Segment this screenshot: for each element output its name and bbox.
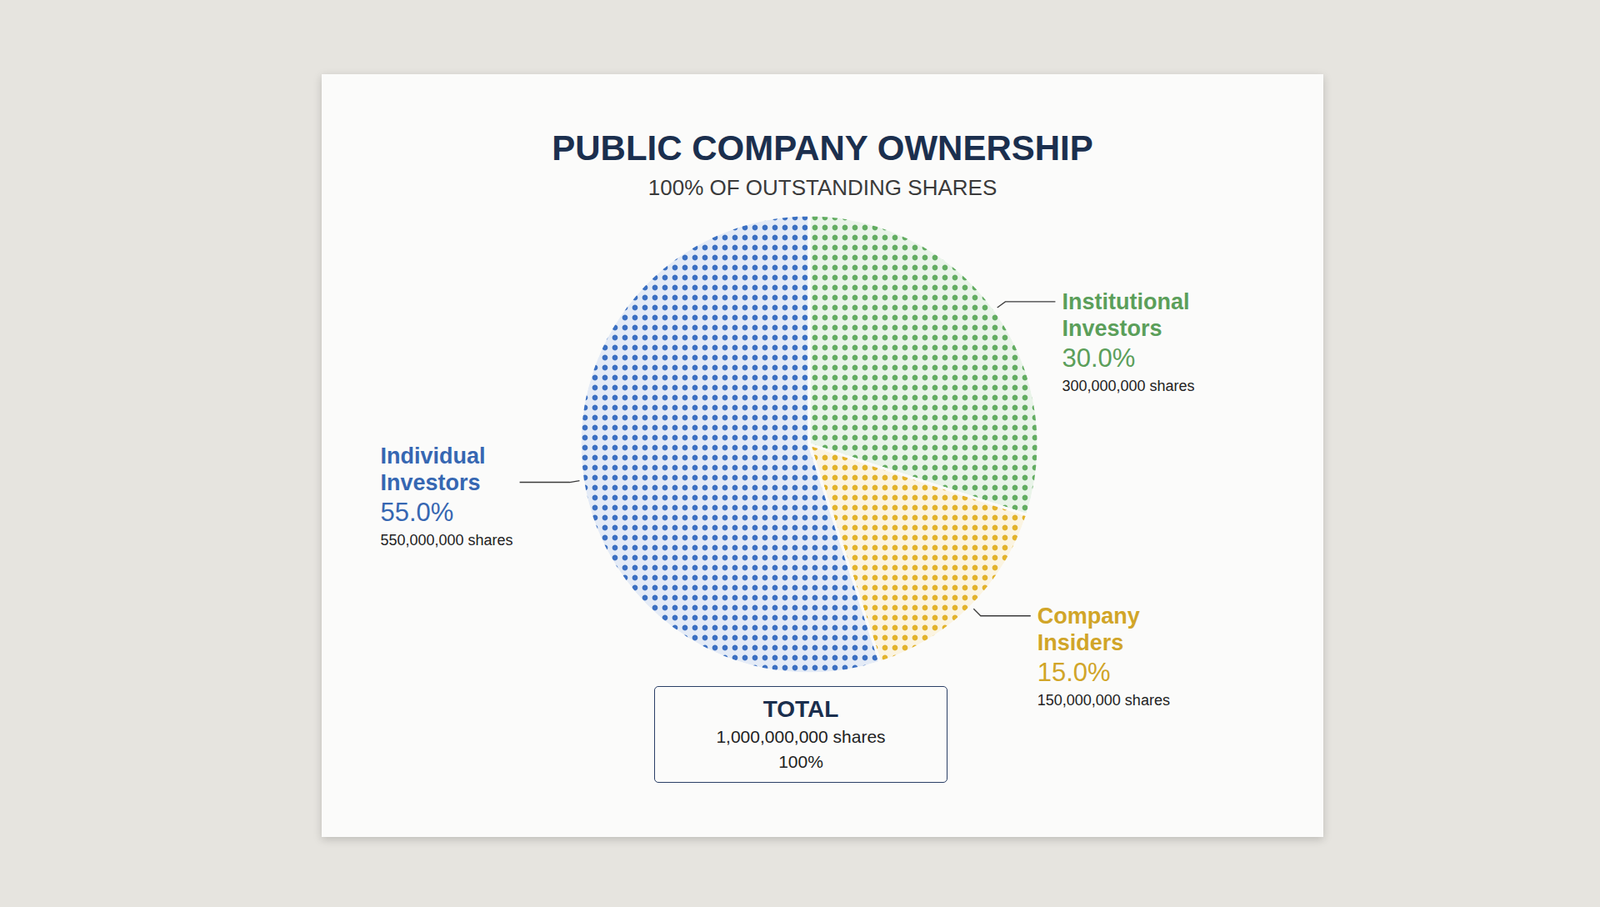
svg-text:Investors: Investors: [1061, 315, 1162, 341]
svg-text:30.0%: 30.0%: [1061, 343, 1135, 373]
svg-text:550,000,000 shares: 550,000,000 shares: [380, 531, 513, 549]
svg-text:15.0%: 15.0%: [1037, 657, 1111, 687]
html-text:1,000,000,000 shares: 1,000,000,000 shares: [716, 726, 886, 746]
svg-text:Insiders: Insiders: [1037, 630, 1125, 655]
svg-text:Company: Company: [1037, 603, 1140, 629]
html-text:TOTAL: TOTAL: [763, 695, 839, 722]
svg-text:55.0%: 55.0%: [380, 497, 454, 527]
html-text:100%: 100%: [778, 751, 824, 771]
svg-text:Individual: Individual: [380, 443, 485, 469]
svg-text:100% OF OUTSTANDING SHARES: 100% OF OUTSTANDING SHARES: [648, 175, 998, 200]
svg-text:Investors: Investors: [380, 470, 480, 495]
svg-text:Institutional: Institutional: [1061, 289, 1190, 315]
svg-text:150,000,000 shares: 150,000,000 shares: [1037, 691, 1170, 709]
svg-text:300,000,000 shares: 300,000,000 shares: [1061, 377, 1195, 395]
svg-text:PUBLIC COMPANY OWNERSHIP: PUBLIC COMPANY OWNERSHIP: [551, 128, 1093, 168]
